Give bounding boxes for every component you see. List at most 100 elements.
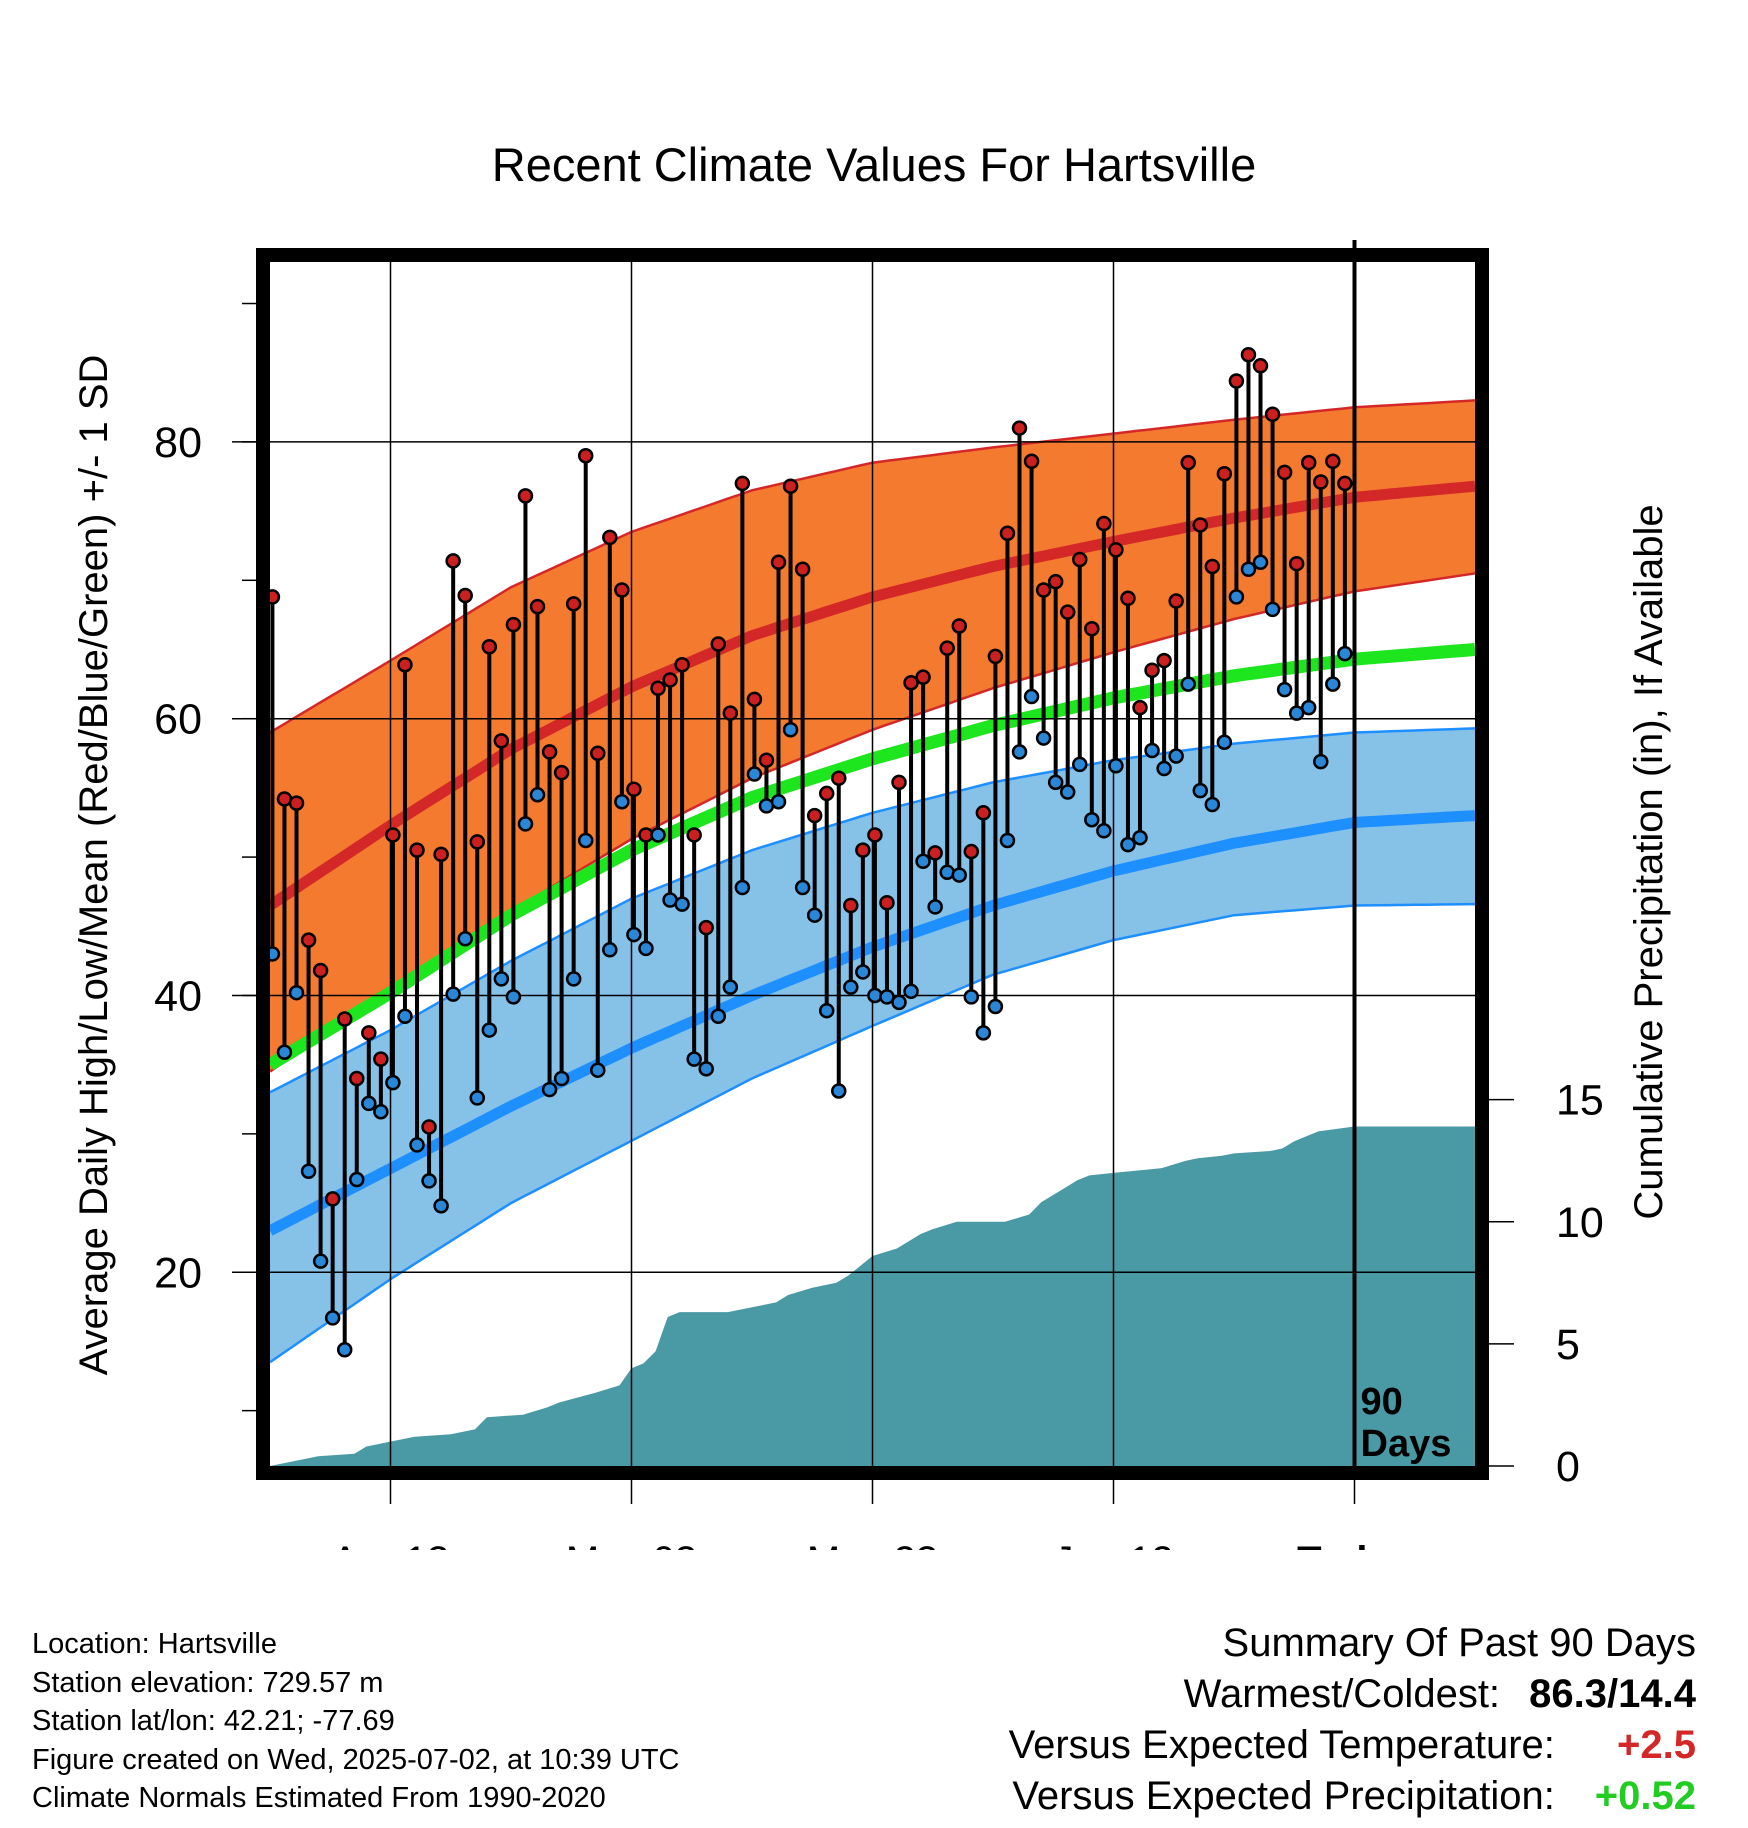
low-point [324, 1310, 341, 1326]
low-point [614, 793, 630, 810]
low-point [1204, 796, 1221, 813]
high-point [614, 582, 630, 598]
high-point [722, 705, 739, 721]
low-point [1120, 836, 1136, 853]
high-point [879, 894, 895, 911]
temp-anomaly-value: +2.5 [1617, 1723, 1696, 1767]
high-sd-band [270, 400, 1475, 1072]
high-point [650, 680, 666, 696]
high-point [1108, 542, 1124, 558]
low-point [1264, 601, 1281, 618]
high-point [1252, 358, 1269, 374]
low-point [722, 979, 739, 995]
high-point [758, 752, 775, 768]
high-point [409, 842, 425, 858]
low-point [1240, 561, 1257, 577]
precip-anomaly-label: Versus Expected Precipitation: [1012, 1774, 1555, 1818]
low-point [626, 926, 642, 943]
high-point [361, 1025, 377, 1041]
high-point [349, 1070, 365, 1087]
low-point [577, 832, 594, 849]
latlon-text: Station lat/lon: 42.21; -77.69 [32, 1705, 395, 1737]
y-right-tick-label: 15 [1556, 1077, 1604, 1125]
low-point [1168, 748, 1184, 764]
high-point [674, 656, 690, 673]
high-point [794, 561, 811, 577]
high-point [517, 488, 534, 504]
high-point [1204, 558, 1221, 575]
low-point [1011, 744, 1028, 760]
high-point [602, 529, 618, 546]
low-point [385, 1074, 401, 1091]
high-point [999, 525, 1016, 541]
low-point [409, 1137, 425, 1153]
climate-chart: Recent Climate Values For Hartsville 20 4… [72, 138, 1671, 1550]
high-point [312, 962, 329, 979]
temp-anomaly-label: Versus Expected Temperature: [1008, 1723, 1555, 1767]
low-point [891, 994, 907, 1011]
low-point [855, 964, 871, 980]
low-point [529, 787, 546, 803]
y-left-tick-label: 80 [154, 419, 202, 467]
high-point [963, 843, 980, 860]
low-point [349, 1171, 365, 1188]
low-point [1313, 753, 1329, 770]
high-point [373, 1051, 389, 1067]
low-point [746, 766, 763, 782]
high-point [1180, 454, 1196, 471]
low-point [951, 867, 968, 883]
high-point [987, 648, 1004, 665]
high-point [1011, 420, 1028, 436]
station-info: Location: Hartsville Station elevation: … [32, 1625, 680, 1818]
high-point [433, 846, 449, 863]
x-tick-label: Today [1297, 1539, 1413, 1550]
high-point [300, 932, 317, 948]
low-point [469, 1090, 486, 1106]
high-point [1288, 555, 1305, 572]
low-point [373, 1103, 389, 1120]
low-point [1325, 676, 1341, 692]
y-left-tick-label: 20 [154, 1249, 202, 1297]
low-point [590, 1062, 606, 1078]
low-point [1288, 705, 1305, 721]
warm-cold-label: Warmest/Coldest: [1183, 1672, 1501, 1716]
high-point [541, 744, 558, 760]
elevation-text: Station elevation: 729.57 m [32, 1666, 384, 1699]
high-point [577, 447, 594, 464]
high-point [831, 770, 847, 786]
low-point [686, 1051, 702, 1067]
low-point [1228, 589, 1245, 605]
high-point [855, 842, 871, 858]
low-point [1096, 823, 1112, 839]
low-point [361, 1095, 377, 1112]
high-point [770, 554, 787, 571]
low-point [674, 896, 690, 912]
low-point [270, 946, 281, 962]
high-point [939, 640, 955, 656]
low-point [770, 793, 787, 810]
precip-anomaly-value: +0.52 [1594, 1774, 1696, 1818]
high-point [1216, 465, 1233, 482]
low-point [421, 1173, 437, 1189]
warm-cold-value: 86.3/14.4 [1529, 1672, 1696, 1716]
high-point [1023, 453, 1040, 470]
low-point [831, 1083, 847, 1099]
low-point [843, 979, 859, 995]
low-point [975, 1025, 992, 1041]
high-point [397, 656, 413, 673]
low-point [710, 1008, 727, 1024]
high-point [1325, 453, 1341, 470]
low-point [397, 1008, 413, 1024]
low-point [903, 983, 919, 1000]
low-point [1337, 645, 1353, 662]
low-point [650, 827, 666, 843]
low-point [1252, 554, 1269, 571]
high-point [1300, 454, 1317, 471]
high-point [662, 672, 678, 688]
low-point [312, 1253, 329, 1269]
plot-content [270, 262, 1475, 1466]
high-point [1120, 590, 1136, 607]
high-point [734, 475, 751, 492]
high-point [493, 733, 510, 749]
high-point [385, 827, 401, 843]
